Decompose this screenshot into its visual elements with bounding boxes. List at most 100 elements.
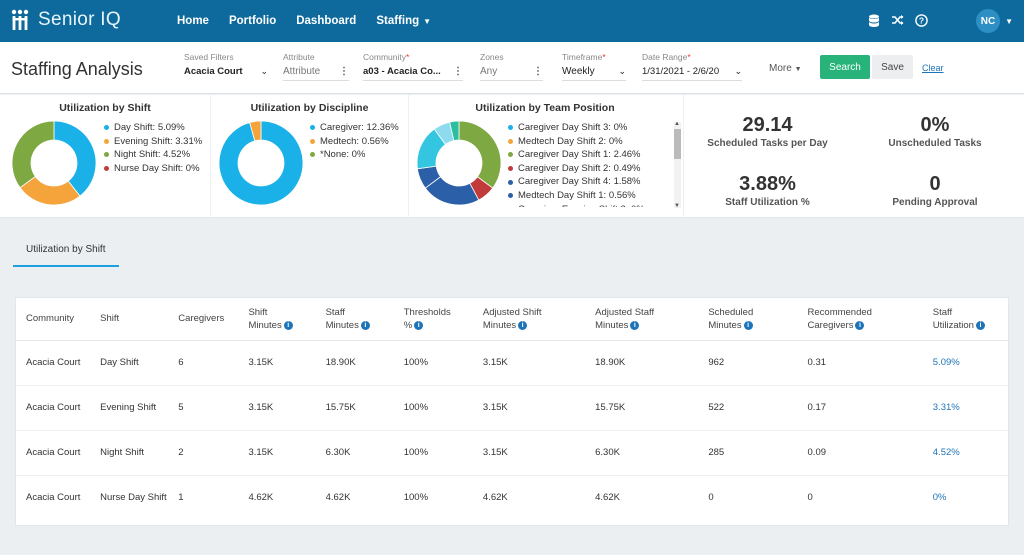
more-vertical-icon[interactable]: ⋮: [453, 66, 463, 77]
app-logo[interactable]: Senior IQ: [10, 9, 121, 31]
filter-bar: Staffing Analysis Saved Filters Acacia C…: [0, 42, 1024, 94]
column-header[interactable]: Recommended Caregivers i: [797, 298, 923, 341]
page-title: Staffing Analysis: [11, 59, 143, 79]
table-cell[interactable]: 4.52%: [922, 430, 1008, 476]
nav-staffing[interactable]: Staffing ▼: [376, 15, 451, 27]
saved-filters-field[interactable]: Saved Filters Acacia Court ⌄: [184, 52, 268, 80]
table-cell[interactable]: 3.31%: [922, 385, 1008, 431]
donut-slice[interactable]: [449, 120, 460, 142]
info-icon[interactable]: i: [283, 320, 293, 330]
donut-slice[interactable]: [218, 120, 304, 206]
table-row[interactable]: Acacia Court Night Shift 2 3.15K 6.30K 100% 3.…: [16, 430, 1008, 476]
stat-value: 29.14: [742, 114, 793, 136]
help-icon[interactable]: ?: [915, 14, 928, 27]
legend-label: Caregiver Day Shift 1: 2.46%: [518, 149, 641, 161]
community-field[interactable]: Community* a03 - Acacia Co... ⋮: [363, 52, 463, 81]
chart-title: Utilization by Shift: [59, 102, 151, 114]
info-icon[interactable]: i: [975, 320, 985, 330]
column-header-label: Community: [26, 313, 75, 325]
scroll-up-icon[interactable]: ▲: [674, 121, 680, 127]
legend-swatch: [104, 125, 109, 131]
info-icon[interactable]: i: [414, 320, 424, 330]
table-cell: 0.31: [797, 340, 923, 386]
column-header[interactable]: Adjusted Staff Minutes i: [585, 298, 699, 341]
table-cell: 18.90K: [585, 340, 699, 386]
column-header-label: Adjusted Staff: [595, 306, 655, 318]
table-row[interactable]: Acacia Court Nurse Day Shift 1 4.62K 4.62K 10…: [16, 475, 1008, 520]
senior-iq-logo-icon: [11, 9, 29, 30]
donut-slice[interactable]: [11, 120, 55, 189]
save-button[interactable]: Save: [872, 55, 913, 79]
more-filters-dropdown[interactable]: More ▼: [769, 63, 802, 74]
more-vertical-icon[interactable]: ⋮: [339, 66, 349, 77]
table-cell[interactable]: 5.09%: [922, 340, 1008, 386]
search-button[interactable]: Search: [820, 55, 870, 79]
legend-item[interactable]: Caregiver Day Shift 4: 1.58%: [508, 175, 673, 189]
database-icon[interactable]: [868, 14, 880, 27]
table-cell: 4.62K: [482, 492, 508, 504]
legend-item[interactable]: Caregiver: 12.36%: [310, 121, 399, 135]
legend-item[interactable]: Evening Shift: 3.31%: [104, 135, 202, 149]
info-icon[interactable]: i: [630, 320, 640, 330]
more-vertical-icon[interactable]: ⋮: [533, 66, 543, 77]
shuffle-icon[interactable]: [891, 14, 904, 26]
zones-value: Any: [480, 66, 498, 77]
column-header[interactable]: Staff Utilization i: [922, 298, 1008, 341]
donut-slice[interactable]: [458, 120, 502, 189]
donut-chart-team-position: [416, 120, 502, 206]
legend-item[interactable]: Medtech Day Shift 2: 0%: [508, 135, 673, 149]
info-icon[interactable]: i: [743, 320, 753, 330]
info-icon[interactable]: i: [855, 320, 865, 330]
table-row[interactable]: Acacia Court Evening Shift 5 3.15K 15.75K 100…: [16, 385, 1008, 431]
attribute-field[interactable]: Attribute Attribute ⋮: [283, 52, 349, 81]
clear-link[interactable]: Clear: [922, 63, 944, 73]
column-header[interactable]: Thresholds% i: [393, 298, 473, 341]
column-header[interactable]: Shift Minutes i: [238, 298, 316, 341]
date-range-field[interactable]: Date Range* 1/31/2021 - 2/6/20 ⌄: [642, 52, 742, 81]
caret-down-icon: ▼: [794, 66, 802, 73]
stat-scheduled-tasks: 29.14 Scheduled Tasks per Day: [690, 114, 845, 149]
donut-slice[interactable]: [249, 120, 262, 142]
table-cell: 100%: [393, 340, 473, 386]
column-header[interactable]: Scheduled Minutes i: [698, 298, 798, 341]
column-header[interactable]: Community: [16, 298, 91, 341]
legend-item[interactable]: Caregiver Evening Shift 2: 0%: [508, 203, 673, 207]
column-header[interactable]: Caregivers: [168, 298, 239, 341]
nav-home[interactable]: Home: [177, 15, 209, 27]
timeframe-field[interactable]: Timeframe* Weekly ⌄: [562, 52, 626, 81]
info-icon[interactable]: i: [518, 320, 528, 330]
legend-item[interactable]: Day Shift: 5.09%: [104, 121, 202, 135]
legend-item[interactable]: Medtech Day Shift 1: 0.56%: [508, 189, 673, 203]
table-cell[interactable]: 0%: [932, 492, 947, 504]
column-header[interactable]: Adjusted Shift Minutes i: [472, 298, 586, 341]
table-row[interactable]: Acacia Court Day Shift 6 3.15K 18.90K 100% 3.1…: [16, 340, 1008, 386]
legend-scrollbar[interactable]: ▲ ▼: [674, 121, 681, 209]
legend-item[interactable]: Night Shift: 4.52%: [104, 148, 202, 162]
user-menu-chevron-icon[interactable]: ▼: [1005, 17, 1013, 26]
scroll-down-icon[interactable]: ▼: [674, 203, 680, 209]
column-header[interactable]: Staff Minutes i: [315, 298, 394, 341]
scrollbar-thumb[interactable]: [674, 129, 681, 159]
tab-bar: Utilization by Shift: [0, 219, 1024, 267]
table-cell: Nurse Day Shift: [100, 492, 167, 504]
table-cell: 0: [807, 492, 813, 504]
legend-item[interactable]: Caregiver Day Shift 3: 0%: [508, 121, 673, 135]
legend-item[interactable]: Caregiver Day Shift 1: 2.46%: [508, 148, 673, 162]
zones-field[interactable]: Zones Any ⋮: [480, 52, 543, 81]
column-header[interactable]: Shift: [90, 298, 169, 341]
nav-portfolio[interactable]: Portfolio: [228, 15, 277, 27]
table-cell: 4.62K: [248, 492, 274, 504]
legend-item[interactable]: Caregiver Day Shift 2: 0.49%: [508, 162, 673, 176]
table-cell: Night Shift: [90, 430, 169, 476]
nav-dashboard[interactable]: Dashboard: [296, 15, 357, 27]
legend-item[interactable]: Nurse Day Shift: 0%: [104, 162, 202, 176]
info-icon[interactable]: i: [360, 320, 370, 330]
legend-swatch: [508, 138, 513, 144]
legend-item[interactable]: *None: 0%: [310, 148, 399, 162]
legend-item[interactable]: Medtech: 0.56%: [310, 135, 399, 149]
table-cell: 5: [168, 385, 239, 431]
donut-slice[interactable]: [53, 120, 97, 197]
tab-utilization-by-shift[interactable]: Utilization by Shift: [13, 241, 119, 267]
user-avatar[interactable]: NC: [976, 9, 1000, 33]
table-cell: Day Shift: [90, 340, 169, 386]
